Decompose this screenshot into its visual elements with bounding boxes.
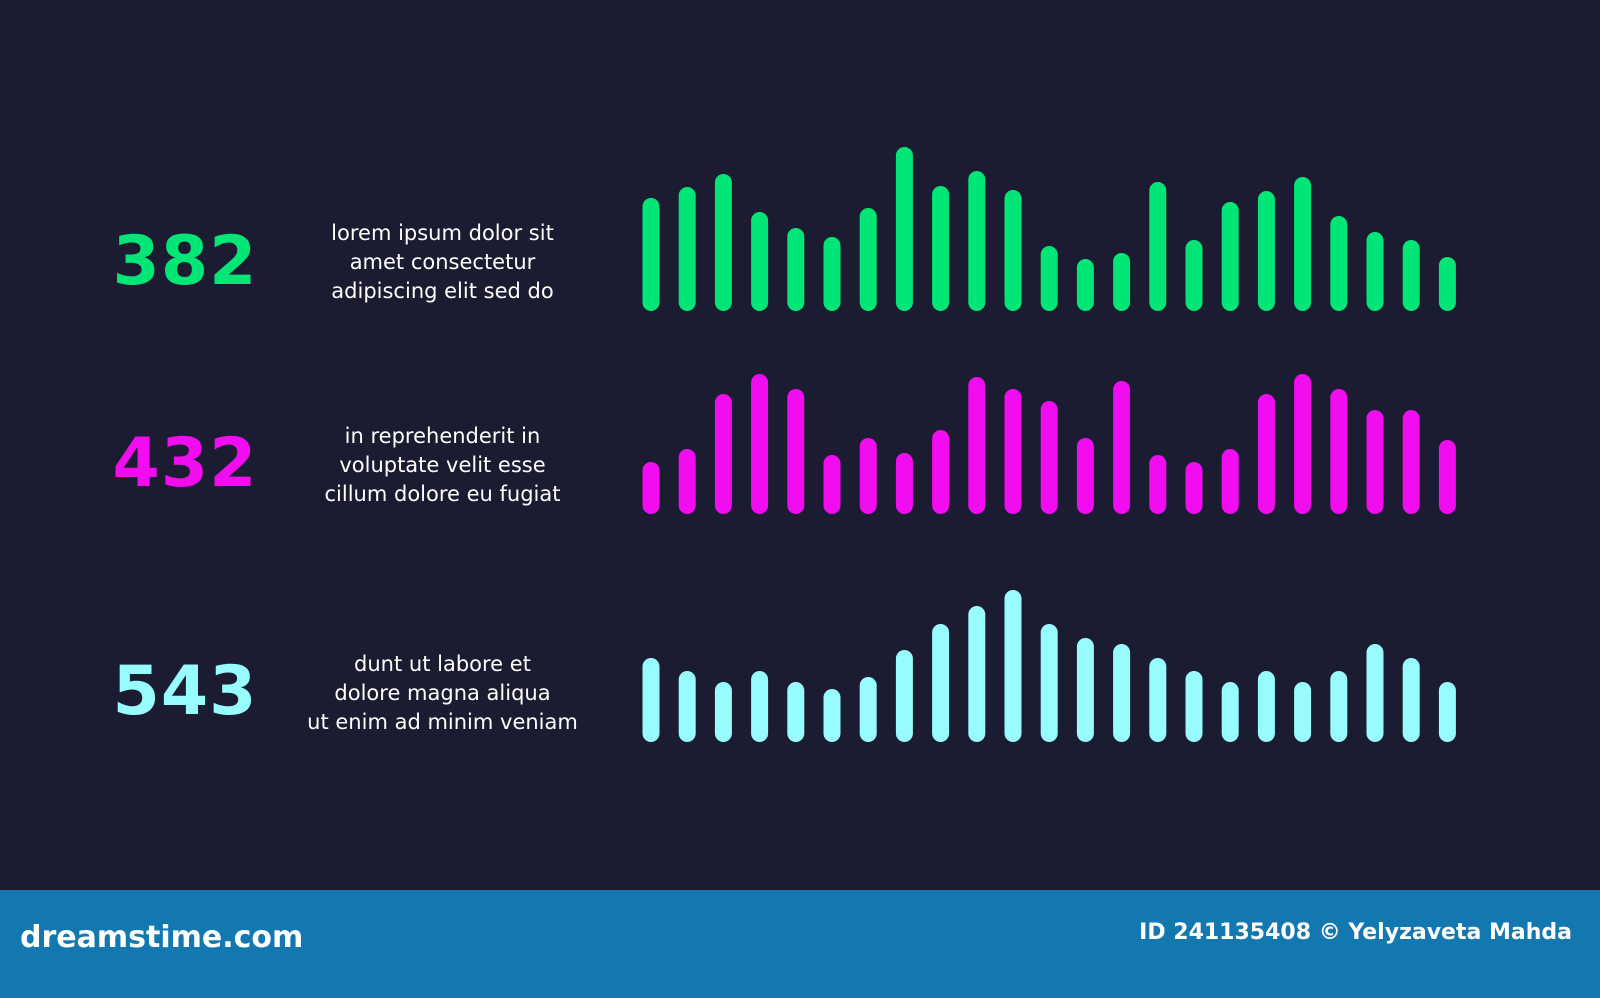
bar-series1-8: [895, 147, 913, 311]
bar-series3-1: [642, 658, 660, 742]
stat-description-3: dunt ut labore et dolore magna aliqua ut…: [300, 650, 585, 737]
bar-series2-20: [1330, 389, 1348, 514]
bar-series2-19: [1294, 374, 1312, 514]
stat-value-2: 432: [112, 424, 258, 503]
bar-series1-12: [1040, 246, 1058, 311]
bar-series3-11: [1004, 590, 1022, 742]
bar-series1-13: [1076, 259, 1094, 311]
bar-series1-7: [859, 208, 877, 311]
bar-series1-21: [1366, 232, 1384, 311]
bar-series2-12: [1040, 401, 1058, 514]
bar-series3-2: [678, 671, 696, 742]
bar-series2-14: [1113, 381, 1131, 514]
bar-series1-20: [1330, 216, 1348, 311]
bar-series3-3: [714, 682, 732, 742]
bar-series3-9: [932, 624, 950, 742]
bar-series1-3: [714, 174, 732, 311]
bar-series2-4: [751, 374, 769, 514]
bar-series1-4: [751, 212, 769, 311]
bar-series2-7: [859, 438, 877, 514]
bar-series1-17: [1221, 202, 1239, 311]
bar-series1-11: [1004, 190, 1022, 311]
footer-bar: dreamstime.com ID 241135408 © Yelyzaveta…: [0, 890, 1600, 998]
desc-line: lorem ipsum dolor sit: [331, 221, 554, 245]
bar-series2-3: [714, 394, 732, 514]
bar-series2-6: [823, 455, 841, 514]
bar-series3-19: [1294, 682, 1312, 742]
brand-logo[interactable]: dreamstime.com: [20, 920, 304, 955]
bar-series1-9: [932, 186, 950, 311]
bar-series1-10: [968, 171, 986, 311]
bar-series3-12: [1040, 624, 1058, 742]
bar-series2-15: [1149, 455, 1167, 514]
bar-series3-5: [787, 682, 805, 742]
bar-series2-18: [1257, 394, 1275, 514]
bar-series1-1: [642, 198, 660, 311]
bar-series1-15: [1149, 182, 1167, 311]
stat-description-1: lorem ipsum dolor sit amet consectetur a…: [300, 219, 585, 306]
bar-series1-18: [1257, 191, 1275, 311]
bar-series1-14: [1113, 253, 1131, 311]
bar-series2-17: [1221, 449, 1239, 514]
bar-series3-6: [823, 689, 841, 742]
bar-series1-19: [1294, 177, 1312, 311]
bar-series3-22: [1402, 658, 1420, 742]
bar-series2-23: [1438, 440, 1456, 514]
desc-line: ut enim ad minim veniam: [307, 710, 578, 734]
bar-series3-18: [1257, 671, 1275, 742]
bar-series2-8: [895, 453, 913, 514]
bar-series1-6: [823, 237, 841, 311]
bar-series2-13: [1076, 438, 1094, 514]
bar-series3-8: [895, 650, 913, 742]
bar-series2-22: [1402, 410, 1420, 514]
bar-series3-4: [751, 671, 769, 742]
bar-series3-15: [1149, 658, 1167, 742]
bar-series3-7: [859, 677, 877, 742]
bar-series1-23: [1438, 257, 1456, 311]
bar-series1-2: [678, 187, 696, 311]
bar-series2-10: [968, 377, 986, 514]
desc-line: dunt ut labore et: [354, 652, 531, 676]
bar-series3-23: [1438, 682, 1456, 742]
bar-series2-2: [678, 449, 696, 514]
bar-series3-13: [1076, 638, 1094, 742]
bar-series1-5: [787, 228, 805, 311]
desc-line: adipiscing elit sed do: [331, 279, 554, 303]
desc-line: amet consectetur: [349, 250, 536, 274]
bar-series3-10: [968, 606, 986, 742]
desc-line: dolore magna aliqua: [334, 681, 551, 705]
bar-series3-17: [1221, 682, 1239, 742]
stat-value-1: 382: [112, 222, 258, 301]
bar-series3-21: [1366, 644, 1384, 742]
bar-series2-1: [642, 462, 660, 514]
bar-series3-14: [1113, 644, 1131, 742]
bar-series2-5: [787, 389, 805, 514]
bar-series2-9: [932, 430, 950, 514]
desc-line: in reprehenderit in: [344, 424, 541, 448]
bar-series2-11: [1004, 389, 1022, 514]
bar-series1-16: [1185, 240, 1203, 311]
bar-series2-16: [1185, 462, 1203, 514]
bar-charts: [642, 147, 1456, 742]
desc-line: cillum dolore eu fugiat: [324, 482, 561, 506]
bar-series2-21: [1366, 410, 1384, 514]
stat-value-3: 543: [112, 652, 258, 731]
stat-description-2: in reprehenderit in voluptate velit esse…: [300, 422, 585, 509]
bar-series3-20: [1330, 671, 1348, 742]
image-credit: ID 241135408 © Yelyzaveta Mahda: [1139, 920, 1572, 945]
desc-line: voluptate velit esse: [339, 453, 546, 477]
bar-series1-22: [1402, 240, 1420, 311]
bar-series3-16: [1185, 671, 1203, 742]
